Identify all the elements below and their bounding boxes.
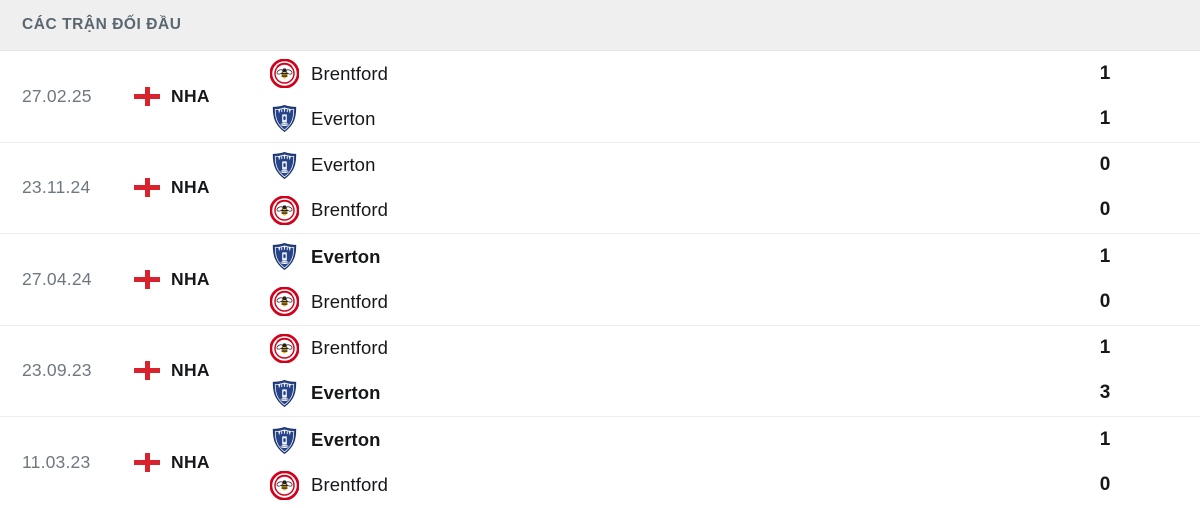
home-team-row[interactable]: Everton Everton <box>270 242 1074 271</box>
home-team-score: 1 <box>1099 429 1111 451</box>
away-team-row[interactable]: Brentford <box>270 195 1074 225</box>
home-team-row[interactable]: Brentford <box>270 59 1074 89</box>
home-team-score: 1 <box>1099 62 1111 84</box>
match-teams: Brentford Everton Everton <box>264 59 1074 133</box>
home-team-name: Brentford <box>311 62 388 84</box>
match-date: 23.09.23 <box>22 360 92 381</box>
away-team-row[interactable]: Everton Everton <box>270 379 1074 408</box>
svg-text:Everton: Everton <box>281 170 289 173</box>
match-competition: NHA <box>134 360 264 381</box>
page-title: CÁC TRẬN ĐỐI ĐẦU <box>22 16 182 33</box>
section-header: CÁC TRẬN ĐỐI ĐẦU <box>0 0 1200 51</box>
brentford-crest-icon <box>270 195 299 225</box>
match-score: 1 3 <box>1074 334 1200 408</box>
match-competition: NHA <box>134 269 264 290</box>
country-code-label: NHA <box>171 268 210 289</box>
home-team-score: 0 <box>1099 154 1111 176</box>
match-score: 0 0 <box>1074 151 1200 225</box>
away-team-row[interactable]: Brentford <box>270 287 1074 317</box>
england-flag-icon <box>134 453 160 473</box>
away-team-row[interactable]: Everton Everton <box>270 104 1074 133</box>
match-date: 27.04.24 <box>22 268 92 289</box>
brentford-crest-icon <box>270 59 299 89</box>
match-row-5[interactable]: 11.03.23 NHA Everton Everton <box>0 417 1200 508</box>
match-competition: NHA <box>134 86 264 107</box>
match-date: 23.11.24 <box>22 177 91 198</box>
away-team-score: 0 <box>1099 199 1111 221</box>
svg-text:Everton: Everton <box>281 261 289 264</box>
brentford-crest-icon <box>270 287 299 317</box>
home-team-name: Everton <box>311 429 381 451</box>
match-row-2[interactable]: 23.11.24 NHA Everton Everton <box>0 142 1200 234</box>
match-competition: NHA <box>134 452 264 473</box>
country-code-label: NHA <box>171 85 210 106</box>
everton-crest-icon: Everton <box>272 426 297 454</box>
home-team-name: Everton <box>311 245 381 267</box>
svg-text:Everton: Everton <box>281 123 289 126</box>
home-team-row[interactable]: Everton Everton <box>270 426 1074 455</box>
away-team-name: Brentford <box>311 199 388 221</box>
everton-crest-icon: Everton <box>272 151 297 179</box>
match-competition: NHA <box>134 177 264 198</box>
home-team-score: 1 <box>1099 337 1111 359</box>
everton-crest-icon: Everton <box>272 243 297 271</box>
home-team-row[interactable]: Brentford <box>270 333 1074 363</box>
country-code-label: NHA <box>171 360 210 381</box>
england-flag-icon <box>134 361 160 381</box>
away-team-name: Brentford <box>311 474 388 496</box>
match-score: 1 0 <box>1074 426 1200 500</box>
match-score: 1 1 <box>1074 59 1200 133</box>
home-team-name: Brentford <box>311 337 388 359</box>
england-flag-icon <box>134 269 160 289</box>
away-team-name: Brentford <box>311 290 388 312</box>
match-list: 27.02.25 NHA Brentford Eve <box>0 51 1200 508</box>
away-team-score: 1 <box>1099 107 1111 129</box>
england-flag-icon <box>134 86 160 106</box>
svg-text:Everton: Everton <box>281 398 289 401</box>
england-flag-icon <box>134 178 160 198</box>
away-team-score: 3 <box>1099 382 1111 404</box>
match-date: 11.03.23 <box>22 452 91 473</box>
svg-text:Everton: Everton <box>281 445 289 448</box>
country-code-label: NHA <box>171 452 210 473</box>
match-row-4[interactable]: 23.09.23 NHA Brentford Eve <box>0 325 1200 417</box>
country-code-label: NHA <box>171 177 210 198</box>
away-team-name: Everton <box>311 107 376 129</box>
home-team-name: Everton <box>311 154 376 176</box>
match-teams: Everton Everton Brentford <box>264 151 1074 225</box>
brentford-crest-icon <box>270 470 299 500</box>
away-team-row[interactable]: Brentford <box>270 470 1074 500</box>
match-teams: Everton Everton Brentford <box>264 242 1074 317</box>
match-teams: Everton Everton Brentford <box>264 426 1074 500</box>
home-team-score: 1 <box>1099 245 1111 267</box>
everton-crest-icon: Everton <box>272 105 297 133</box>
match-row-3[interactable]: 27.04.24 NHA Everton Everton <box>0 234 1200 326</box>
everton-crest-icon: Everton <box>272 379 297 407</box>
away-team-score: 0 <box>1099 474 1111 496</box>
brentford-crest-icon <box>270 333 299 363</box>
away-team-name: Everton <box>311 382 381 404</box>
match-row-1[interactable]: 27.02.25 NHA Brentford Eve <box>0 51 1200 143</box>
match-date: 27.02.25 <box>22 85 92 106</box>
home-team-row[interactable]: Everton Everton <box>270 151 1074 180</box>
away-team-score: 0 <box>1099 290 1111 312</box>
match-score: 1 0 <box>1074 242 1200 316</box>
match-teams: Brentford Everton Everton <box>264 333 1074 408</box>
